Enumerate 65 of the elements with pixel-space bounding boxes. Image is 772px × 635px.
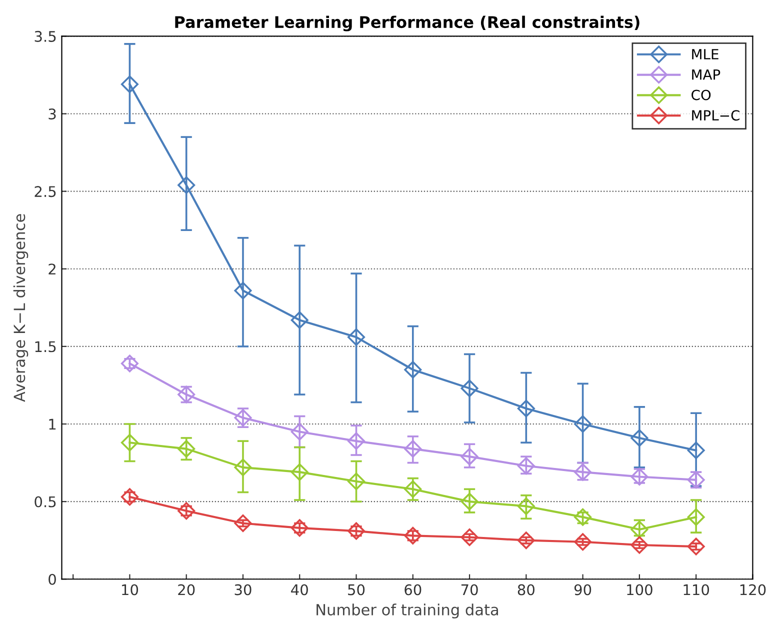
point <box>630 536 648 554</box>
point <box>348 432 366 450</box>
point <box>460 492 478 510</box>
point <box>234 514 252 532</box>
y-tick-label: 3.5 <box>34 30 56 42</box>
point <box>404 526 422 544</box>
point <box>178 440 196 458</box>
y-tick-label: 2 <box>48 264 56 274</box>
y-tick-label: 2.5 <box>34 186 56 198</box>
point <box>290 422 308 441</box>
point <box>404 440 422 458</box>
point <box>348 522 366 540</box>
x-tick-label: 100 <box>627 584 652 596</box>
point <box>290 519 308 537</box>
x-tick-label: 20 <box>178 584 195 596</box>
x-tick-label: 80 <box>518 584 534 596</box>
point <box>120 488 138 506</box>
point <box>460 448 478 466</box>
point <box>120 76 138 94</box>
point <box>574 415 592 433</box>
point <box>574 463 592 481</box>
legend-label: CO <box>692 90 711 100</box>
x-tick-label: 90 <box>574 584 592 596</box>
point <box>687 508 705 526</box>
y-tick-label: 0 <box>48 574 56 585</box>
point <box>290 311 308 329</box>
point <box>517 497 535 515</box>
point <box>348 328 366 346</box>
x-tick-label: 30 <box>234 584 252 596</box>
point <box>404 480 422 498</box>
x-tick-label: 10 <box>122 584 138 596</box>
y-tick-label: 3 <box>48 108 56 120</box>
point <box>178 176 196 194</box>
point <box>404 360 422 378</box>
point <box>234 282 252 300</box>
point <box>290 463 308 481</box>
legend-label: MPL−C <box>692 110 740 121</box>
point <box>120 434 138 452</box>
chart-title: Parameter Learning Performance (Real constraints) <box>175 16 640 32</box>
point <box>517 532 535 550</box>
point <box>574 508 592 526</box>
point <box>687 538 705 556</box>
point <box>460 528 478 546</box>
y-tick-label: 1.5 <box>35 341 56 352</box>
point <box>348 472 366 490</box>
y-tick-label: 1 <box>49 418 56 430</box>
point <box>234 458 252 476</box>
point <box>574 533 592 551</box>
point <box>630 429 648 447</box>
x-tick-label: 40 <box>291 584 308 596</box>
x-tick-label: 60 <box>404 584 422 596</box>
point <box>460 380 478 398</box>
x-tick-label: 110 <box>684 584 710 596</box>
x-tick-label: 70 <box>461 584 478 596</box>
legend-label: MAP <box>692 70 720 80</box>
x-tick-label: 50 <box>348 584 365 596</box>
point <box>120 354 138 372</box>
y-tick-label: 0.5 <box>34 496 56 508</box>
legend-label: MLE <box>692 49 718 60</box>
point <box>517 400 535 418</box>
y-axis-title: Average K−L divergence <box>13 214 28 402</box>
point <box>178 502 196 520</box>
point <box>687 442 705 460</box>
x-tick-label: 120 <box>740 584 766 596</box>
x-axis-title: Number of training data <box>316 604 498 618</box>
